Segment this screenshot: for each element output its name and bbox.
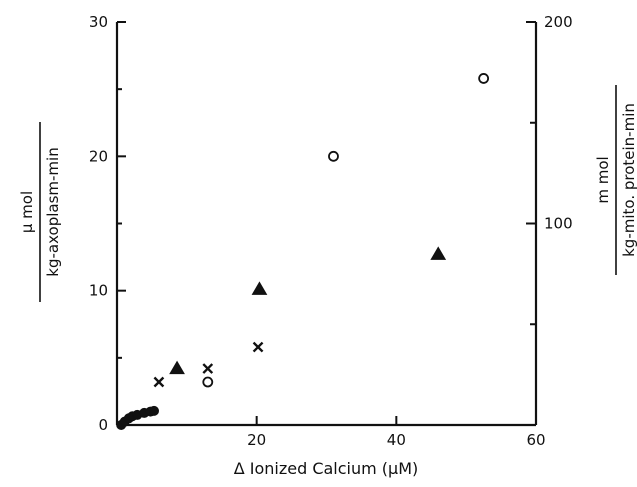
- x-ticks: 20 40 60: [247, 416, 546, 449]
- y-right-label-numerator: m mol: [594, 156, 612, 203]
- y-right-tick-label: 200: [544, 13, 573, 31]
- triangle-point: [169, 360, 185, 375]
- open-circle-point: [202, 376, 214, 388]
- open-circle-point: [478, 73, 490, 84]
- data-points: [116, 73, 490, 430]
- y-right-label-denominator: kg-mito. protein-min: [620, 103, 637, 257]
- filled-circle-point: [149, 405, 160, 416]
- y-left-tick-label: 0: [98, 416, 108, 434]
- y-left-ticks: 0 10 20 30: [89, 13, 126, 434]
- y-left-label-numerator: μ mol: [18, 191, 36, 233]
- triangle-point: [251, 281, 268, 295]
- y-axis-label-left: μ mol kg-axoplasm-min: [18, 122, 62, 302]
- x-tick-label: 20: [247, 431, 266, 449]
- x-tick-label: 60: [526, 431, 545, 449]
- open-circle-point: [328, 150, 339, 162]
- triangle-point: [430, 246, 447, 260]
- cross-point: [202, 363, 214, 374]
- cross-point: [252, 341, 264, 353]
- x-tick-label: 40: [387, 431, 406, 449]
- x-axis-label: Δ Ionized Calcium (μM): [234, 459, 419, 478]
- cross-point: [153, 376, 165, 388]
- y-right-tick-label: 100: [544, 215, 573, 233]
- y-left-tick-label: 30: [89, 13, 108, 31]
- y-left-tick-label: 10: [89, 282, 108, 300]
- y-left-label-denominator: kg-axoplasm-min: [44, 147, 62, 276]
- y-right-ticks: 100 200: [526, 13, 573, 326]
- y-axis-label-right: m mol kg-mito. protein-min: [594, 85, 637, 275]
- y-left-tick-label: 20: [89, 147, 108, 165]
